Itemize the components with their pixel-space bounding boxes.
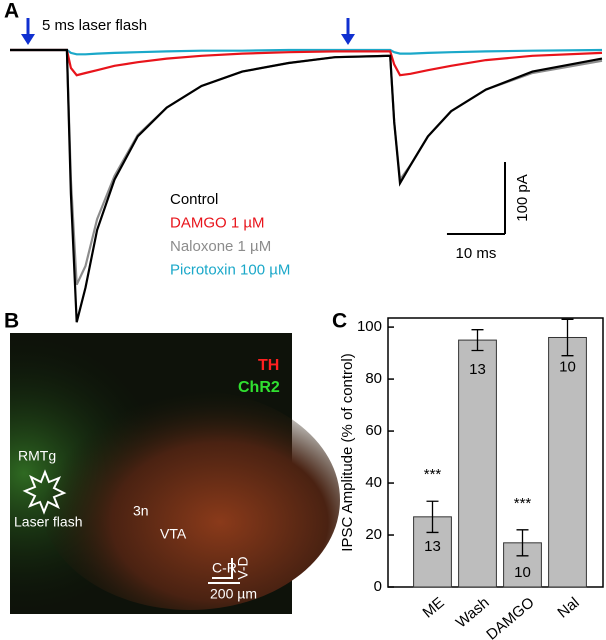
y-tick-label: 40	[365, 474, 382, 491]
scale-bar-label: 200 µm	[210, 586, 257, 602]
legend-entry: Naloxone 1 µM	[170, 238, 271, 255]
x-tick-label: ME	[419, 594, 447, 621]
trace	[10, 48, 603, 56]
y-tick-label: 60	[365, 422, 382, 439]
image-label: Laser flash	[14, 514, 82, 530]
annotation: 5 ms laser flash	[42, 17, 147, 34]
n-label: 13	[469, 361, 486, 378]
x-tick-label: DAMGO	[483, 594, 537, 640]
legend-entry: Control	[170, 191, 218, 208]
y-tick-label: 80	[365, 370, 382, 387]
error-bar	[426, 500, 439, 534]
legend-entry: DAMGO 1 µM	[170, 214, 264, 231]
bar	[548, 336, 587, 588]
flash-arrow	[21, 18, 355, 45]
significance: ***	[514, 495, 532, 512]
panel-label: B	[4, 310, 19, 333]
scale-bar-label: 100 pA	[514, 174, 531, 222]
error-bar	[516, 529, 529, 557]
scale-bar-label: 10 ms	[456, 245, 497, 262]
image-label: C-R	[212, 560, 237, 576]
y-tick-label: 0	[374, 578, 382, 595]
image-label: V-D	[235, 556, 251, 579]
image-label: RMTg	[18, 448, 56, 464]
trace	[10, 48, 603, 286]
trace	[10, 48, 603, 323]
y-tick-label: 100	[357, 318, 382, 335]
error-bar	[561, 318, 574, 357]
n-label: 10	[514, 564, 531, 581]
image-label: VTA	[160, 526, 187, 542]
panel-label: C	[332, 310, 347, 333]
y-tick-label: 20	[365, 526, 382, 543]
image-label: ChR2	[238, 379, 280, 396]
legend-entry: Picrotoxin 100 µM	[170, 261, 290, 278]
panel-label: A	[4, 0, 19, 23]
significance: ***	[424, 466, 442, 483]
image-label: 3n	[133, 503, 149, 519]
error-bar	[471, 329, 484, 352]
n-label: 13	[424, 538, 441, 555]
bar	[458, 339, 497, 588]
trace	[10, 48, 603, 77]
micrograph	[10, 333, 340, 614]
y-axis-label: IPSC Amplitude (% of control)	[339, 353, 356, 551]
x-tick-label: Wash	[453, 594, 493, 631]
x-tick-label: Nal	[554, 594, 582, 621]
image-label: TH	[258, 357, 279, 374]
n-label: 10	[559, 358, 576, 375]
